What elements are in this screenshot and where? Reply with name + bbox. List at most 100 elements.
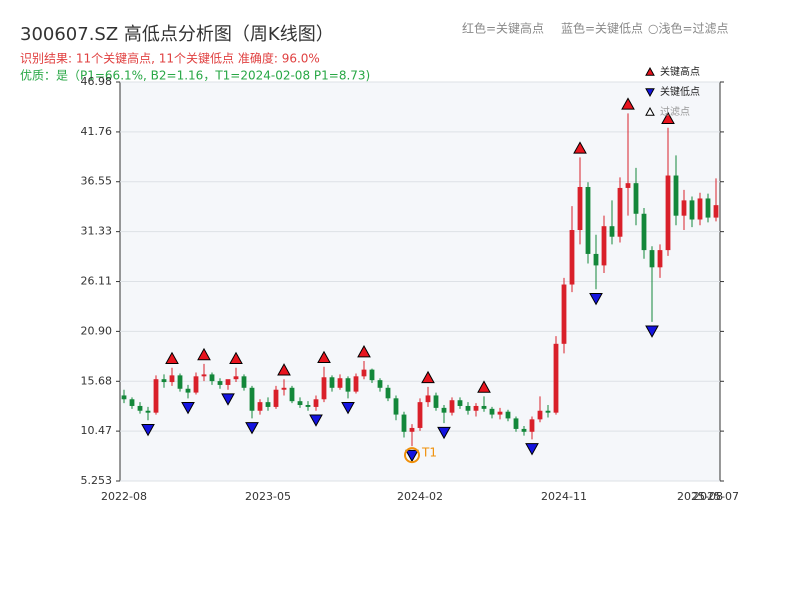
- key-point: [525, 443, 539, 456]
- candle-body: [369, 369, 375, 381]
- candle-body: [457, 400, 463, 406]
- annotation: T1: [421, 446, 437, 460]
- candle-body: [673, 175, 679, 216]
- candle-body: [529, 419, 535, 432]
- candle-body: [617, 187, 623, 237]
- candle-body: [465, 405, 471, 411]
- key-point: [229, 351, 243, 365]
- y-tick-label: 46.98: [81, 75, 113, 88]
- legend-marker: [645, 88, 655, 98]
- candle-body: [601, 226, 607, 266]
- candle-body: [561, 284, 567, 344]
- candle-body: [345, 378, 351, 392]
- candle-body: [593, 253, 599, 266]
- x-tick-label: 2024-11: [541, 490, 587, 503]
- candle-body: [641, 213, 647, 251]
- candle-body: [225, 379, 231, 385]
- key-point: [645, 325, 659, 338]
- candle-body: [353, 376, 359, 392]
- candle-body: [401, 414, 407, 432]
- candle-body: [665, 175, 671, 251]
- x-tick-label: 2024-02: [397, 490, 443, 503]
- y-tick-label: 5.253: [81, 474, 113, 487]
- y-tick-label: 15.68: [81, 374, 113, 387]
- key-point: [221, 393, 235, 406]
- candle-body: [473, 405, 479, 411]
- chart-title: 300607.SZ 高低点分析图（周K线图）: [20, 24, 334, 45]
- candle-body: [537, 410, 543, 420]
- candle-body: [209, 374, 215, 382]
- y-tick-label: 36.55: [81, 175, 113, 188]
- candle-body: [385, 387, 391, 399]
- candle-body: [361, 369, 367, 377]
- candle-body: [393, 398, 399, 415]
- candle-body: [697, 198, 703, 220]
- candle-body: [449, 400, 455, 413]
- candle-body: [625, 183, 631, 188]
- candle-body: [265, 402, 271, 407]
- candle-body: [497, 411, 503, 415]
- candle-body: [585, 186, 591, 254]
- candle-body: [505, 411, 511, 419]
- x-tick-label: 2023-05: [245, 490, 291, 503]
- key-point: [309, 414, 323, 427]
- candle-body: [129, 399, 135, 406]
- y-tick-label: 20.90: [81, 324, 113, 337]
- candle-body: [489, 408, 495, 415]
- key-point: [245, 422, 259, 435]
- candle-body: [137, 405, 143, 411]
- candle-body: [257, 402, 263, 411]
- candle-body: [289, 387, 295, 402]
- candle-body: [513, 418, 519, 429]
- key-point: [317, 350, 331, 364]
- key-point: [621, 97, 635, 110]
- key-point: [405, 449, 419, 463]
- y-tick-label: 41.76: [81, 125, 113, 138]
- candle-body: [297, 401, 303, 406]
- candle-body: [249, 387, 255, 411]
- candle-body: [233, 376, 239, 380]
- candle-body: [713, 205, 719, 218]
- legend-marker: [645, 66, 655, 76]
- candle-body: [649, 250, 655, 268]
- y-tick-label: 26.11: [81, 275, 113, 288]
- header-legend: 蓝色=关键低点: [561, 22, 643, 36]
- candle-body: [609, 226, 615, 237]
- candle-body: [481, 405, 487, 409]
- candle-body: [313, 399, 319, 407]
- legend-label: 关键高点: [660, 65, 700, 78]
- candle-body: [145, 410, 151, 413]
- candle-body: [273, 389, 279, 407]
- candle-body: [193, 376, 199, 393]
- candle-body: [689, 200, 695, 220]
- candle-body: [433, 395, 439, 408]
- candle-body: [409, 427, 415, 432]
- candle-body: [705, 198, 711, 218]
- candle-body: [633, 183, 639, 214]
- candle-body: [281, 387, 287, 390]
- candle-body: [201, 374, 207, 377]
- candle-body: [417, 402, 423, 428]
- candle-body: [217, 381, 223, 385]
- y-tick-label: 10.47: [81, 424, 113, 437]
- candle-body: [185, 388, 191, 393]
- candle-body: [177, 375, 183, 389]
- y-tick-label: 31.33: [81, 225, 113, 238]
- header-legend: 红色=关键高点: [462, 21, 544, 36]
- key-point: [197, 347, 211, 361]
- candle-body: [681, 200, 687, 216]
- candle-body: [161, 379, 167, 383]
- candle-body: [425, 395, 431, 403]
- key-point: [181, 402, 195, 415]
- candle-body: [321, 377, 327, 400]
- key-point: [589, 293, 603, 306]
- x-tick-label: 2025-07: [693, 490, 739, 503]
- legend-label: 过滤点: [660, 105, 690, 118]
- key-point: [477, 380, 491, 393]
- candle-body: [569, 230, 575, 285]
- result-line: 识别结果: 11个关键高点, 11个关键低点 准确度: 96.0%: [20, 51, 320, 66]
- candle-body: [377, 380, 383, 388]
- candle-body: [521, 428, 527, 432]
- x-tick-label: 2025-08: [677, 490, 723, 503]
- key-point: [437, 426, 451, 440]
